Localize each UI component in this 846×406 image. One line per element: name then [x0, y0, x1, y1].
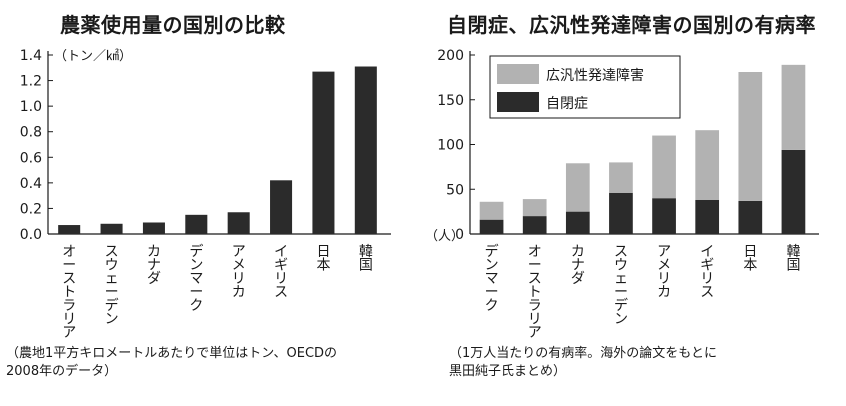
- bar-autism: [738, 200, 763, 234]
- bar: [100, 223, 123, 234]
- bar-pdd: [609, 162, 633, 193]
- autism-stacked-bar-chart: 0 50 100 150 200 （人） デンマーク オーストラリア カナダ スウェーデン アメリカ…: [425, 48, 819, 341]
- y-tick-label: 200: [437, 48, 464, 64]
- bar-pdd: [522, 199, 547, 217]
- pesticide-note-line-2: 2008年のデータ）: [6, 364, 118, 379]
- autism-chart-panel: 自閉症、広汎性発達障害の国別の有病率 0 50 100 150 200 （人） デンマーク オ…: [423, 0, 846, 406]
- category-label: カナダ: [147, 244, 161, 287]
- bar-pdd: [565, 163, 590, 212]
- y-tick-label: 50: [446, 182, 464, 198]
- pesticide-bar-chart: 0.0 0.2 0.4 0.6 0.8 1.0 1.2 1.4 （トン／㎢） オーストラリア スウェ…: [20, 48, 391, 341]
- bar-autism: [565, 211, 590, 234]
- pesticide-source-note: （農地1平方キロメートルあたりで単位はトン、OECDの 2008年のデータ）: [6, 345, 337, 381]
- y-tick-label: 1.0: [20, 99, 42, 115]
- pesticide-chart-title: 農薬使用量の国別の比較: [60, 13, 286, 37]
- bar-autism: [781, 149, 806, 234]
- bar-pdd: [738, 72, 763, 201]
- bar-autism: [522, 216, 547, 234]
- bar-pdd: [652, 135, 676, 199]
- category-label: オーストラリア: [62, 244, 76, 341]
- autism-note-line-2: 黒田純子氏まとめ）: [449, 364, 567, 379]
- autism-chart-title: 自閉症、広汎性発達障害の国別の有病率: [447, 13, 816, 37]
- legend-swatch: [497, 64, 539, 84]
- bar: [354, 66, 377, 234]
- y-unit-label: （トン／㎢）: [54, 49, 132, 64]
- category-label: イギリス: [274, 244, 288, 301]
- bar: [58, 225, 81, 234]
- bar-autism: [479, 219, 504, 234]
- y-tick-label: 0.4: [20, 176, 42, 192]
- y-tick-label: 150: [437, 93, 464, 109]
- y-tick-label: 100: [437, 138, 464, 154]
- bar-pdd: [695, 130, 720, 200]
- autism-note-line-1: （1万人当たりの有病率。海外の論文をもとに: [449, 346, 718, 361]
- pesticide-chart-panel: 農薬使用量の国別の比較 0.0 0.2 0.4 0.6 0.8 1.0 1.2 1.4 （トン／…: [6, 13, 391, 381]
- bar-autism: [652, 198, 676, 234]
- category-label: デンマーク: [189, 243, 203, 314]
- category-label: スウェーデン: [105, 244, 119, 328]
- bar: [185, 214, 208, 234]
- legend-label: 自閉症: [546, 96, 588, 112]
- bar-autism: [609, 192, 633, 234]
- category-label: 日本: [316, 244, 330, 274]
- category-label: 韓国: [786, 244, 800, 274]
- y-tick-label: 0.0: [20, 227, 42, 243]
- y-tick-label: 1.2: [20, 74, 42, 90]
- bar-autism: [695, 199, 720, 234]
- category-label: オーストラリア: [528, 244, 542, 341]
- bar-pdd: [479, 201, 504, 220]
- y-tick-label: 0.2: [20, 201, 42, 217]
- bar-pdd: [781, 64, 806, 150]
- bar: [312, 71, 335, 234]
- category-label: イギリス: [700, 244, 714, 301]
- autism-source-note: （1万人当たりの有病率。海外の論文をもとに 黒田純子氏まとめ）: [449, 345, 717, 381]
- y-unit-label: （人）: [425, 229, 464, 244]
- legend-label: 広汎性発達障害: [546, 68, 644, 84]
- y-tick-label: 0.6: [20, 150, 42, 166]
- legend-swatch: [497, 92, 539, 112]
- category-label: 日本: [743, 244, 757, 274]
- bar: [227, 212, 250, 234]
- category-label: 韓国: [359, 244, 373, 274]
- category-label: アメリカ: [657, 244, 671, 301]
- pesticide-note-line-1: （農地1平方キロメートルあたりで単位はトン、OECDの: [6, 346, 338, 361]
- bar: [270, 180, 293, 234]
- category-label: スウェーデン: [614, 244, 628, 328]
- bar: [142, 222, 165, 234]
- y-tick-label: 0.8: [20, 125, 42, 141]
- y-tick-label: 1.4: [20, 48, 42, 64]
- category-label: アメリカ: [232, 244, 246, 301]
- category-label: カナダ: [571, 244, 585, 287]
- category-label: デンマーク: [485, 243, 499, 314]
- y-tick-label: 0: [455, 227, 464, 243]
